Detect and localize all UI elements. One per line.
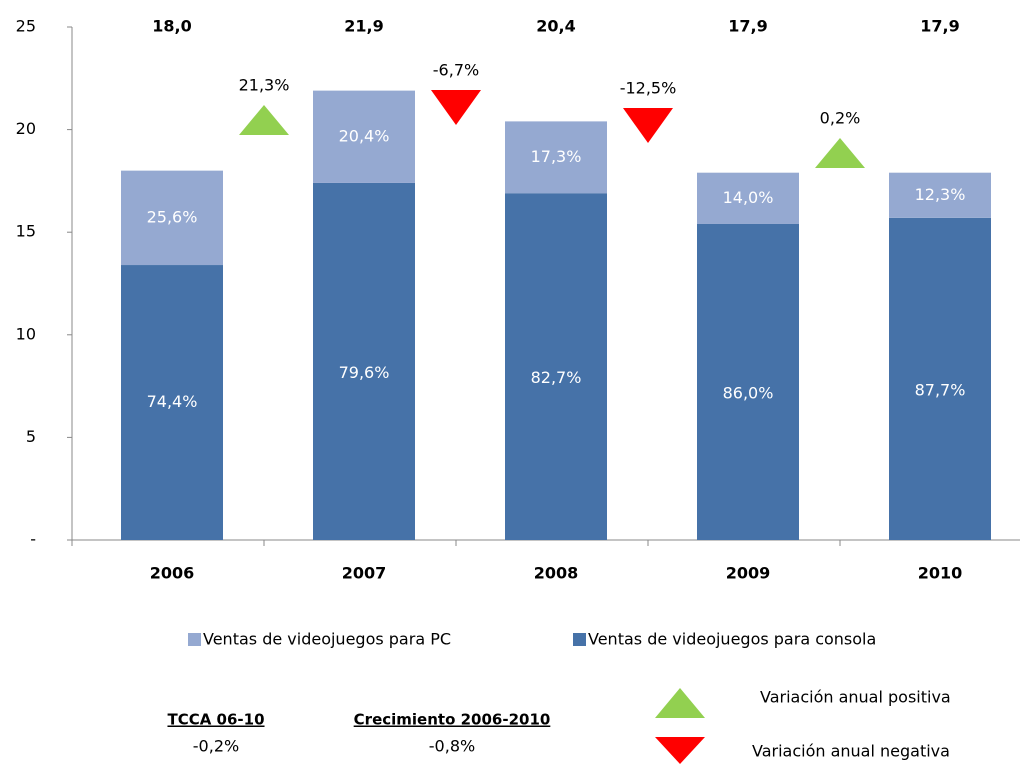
legend-positive: Variación anual positiva [760, 688, 951, 707]
total-label: 17,9 [920, 17, 959, 36]
legend-label: Ventas de videojuegos para consola [588, 630, 876, 649]
y-tick-label: 10 [16, 324, 36, 343]
x-tick-label: 2007 [342, 564, 387, 583]
bar-segment [121, 265, 223, 540]
bar-segment [697, 223, 799, 540]
x-tick-label: 2006 [150, 564, 195, 583]
change-label: -12,5% [620, 79, 677, 98]
change-label: -6,7% [433, 61, 479, 80]
bar-segment [313, 182, 415, 540]
summary-title: Crecimiento 2006-2010 [354, 711, 551, 729]
segment-label: 87,7% [915, 380, 966, 399]
legend-label: Ventas de videojuegos para PC [203, 630, 451, 649]
y-tick-label: 25 [16, 17, 36, 36]
bar-segment [505, 193, 607, 540]
segment-label: 25,6% [147, 207, 198, 226]
x-tick-label: 2009 [726, 564, 771, 583]
x-tick-label: 2008 [534, 564, 579, 583]
legend-positive-marker [655, 688, 705, 718]
segment-label: 20,4% [339, 126, 390, 145]
y-tick-label: - [30, 530, 36, 549]
bar-segment [313, 90, 415, 183]
segment-label: 79,6% [339, 363, 390, 382]
legend-swatch [573, 633, 586, 646]
summary-value: -0,2% [193, 737, 239, 756]
bar-segment [889, 172, 991, 218]
change-marker [239, 105, 289, 135]
y-tick-label: 20 [16, 119, 36, 138]
segment-label: 74,4% [147, 392, 198, 411]
summary-value: -0,8% [429, 737, 475, 756]
legend-swatch [188, 633, 201, 646]
segment-label: 12,3% [915, 185, 966, 204]
summary-title: TCCA 06-10 [167, 711, 264, 729]
total-label: 21,9 [344, 17, 383, 36]
change-marker [431, 90, 481, 125]
total-label: 18,0 [152, 17, 191, 36]
bar-segment [889, 217, 991, 540]
change-label: 0,2% [820, 109, 861, 128]
x-tick-label: 2010 [918, 564, 963, 583]
bar-segment [697, 172, 799, 224]
segment-label: 14,0% [723, 188, 774, 207]
change-marker [623, 108, 673, 143]
total-label: 17,9 [728, 17, 767, 36]
segment-label: 82,7% [531, 368, 582, 387]
bar-segment [121, 170, 223, 266]
change-label: 21,3% [239, 76, 290, 95]
legend-negative: Variación anual negativa [752, 742, 950, 761]
y-tick-label: 5 [26, 427, 36, 446]
bar-segment [505, 121, 607, 194]
legend-negative-marker [655, 737, 705, 764]
segment-label: 17,3% [531, 147, 582, 166]
change-marker [815, 138, 865, 168]
y-tick-label: 15 [16, 222, 36, 241]
total-label: 20,4 [536, 17, 575, 36]
segment-label: 86,0% [723, 383, 774, 402]
